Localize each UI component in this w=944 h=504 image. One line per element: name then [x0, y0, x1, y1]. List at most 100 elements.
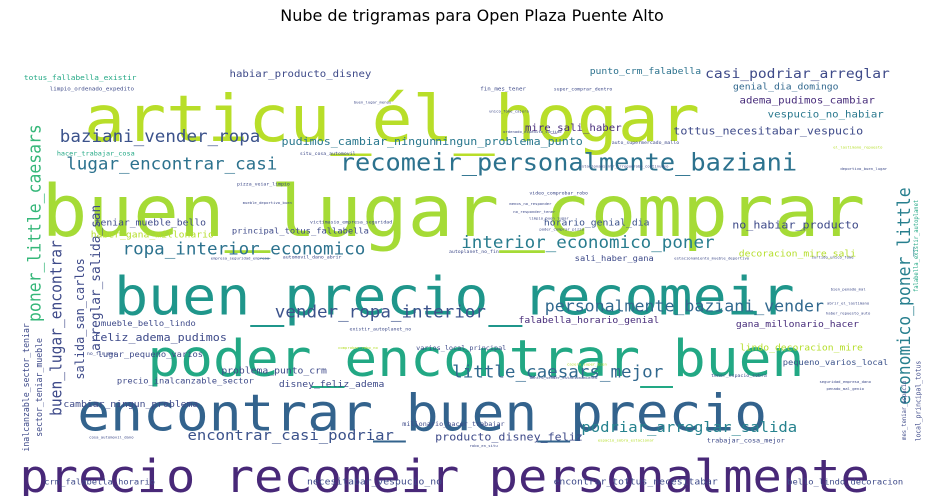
word-cloud-term: auto_supermercado_mallo	[612, 140, 680, 146]
word-cloud-term: buen_lugar_comprar	[42, 171, 866, 253]
word-cloud-term: totus_fallabella_existir	[24, 73, 137, 82]
word-cloud-term: pudimos_cambiar_ningun	[282, 134, 437, 148]
word-cloud-term: falabella_horario_genial	[519, 315, 660, 326]
word-cloud-term: horario_genial_dia	[544, 218, 650, 229]
word-cloud-term: penado_mal_genio	[826, 387, 864, 391]
word-cloud-term: varios_local_principal	[416, 344, 506, 352]
word-cloud-term: no_habiar_producto	[732, 218, 859, 232]
word-cloud-term: poder_comprar_pizza	[539, 228, 583, 232]
word-cloud-term: producto_disney_feliz	[435, 430, 583, 444]
word-cloud-term: haber_repuesto_auto	[826, 312, 871, 316]
word-cloud-term: menos_no_responder	[509, 202, 552, 206]
word-cloud-term: buen_precio_recomeir	[114, 265, 794, 327]
word-cloud-term: situ_cosa_automovil	[300, 151, 356, 157]
word-cloud-term: articu_él_hogar	[84, 82, 700, 156]
word-cloud-term: personalmente_baziani_vender	[545, 297, 825, 315]
word-cloud-term: poder_encontrar_buen	[147, 330, 804, 389]
word-cloud-term: estacionamientr_irreguorobo_continuaso	[580, 165, 670, 169]
word-cloud-term: no_responder_tener	[513, 210, 556, 214]
word-cloud-term: bien_penado_mal	[831, 288, 866, 292]
word-cloud-term: comprobar_robo_no	[338, 346, 379, 350]
word-cloud-term: precio_inalcanzable_sector	[117, 377, 254, 387]
word-cloud-term: haber_gana_millonario	[91, 230, 214, 241]
word-cloud-term: baziani_vender_ropa	[60, 128, 261, 147]
word-cloud-term: deportivo_buen_lugar	[840, 167, 888, 171]
word-cloud-term: crm_falabella_horario	[44, 478, 155, 488]
word-cloud-term: necesitabar_vespucio_no	[307, 477, 442, 488]
word-cloud-term: decoracion_mire_sali	[739, 249, 857, 260]
word-cloud: buen_lugar_comprar articu_él_hogar precio_…	[10, 36, 930, 496]
word-cloud-term: encontrar_buen_precio	[77, 384, 767, 443]
word-cloud-term: buen_lugar_menos	[354, 101, 391, 105]
word-cloud-term: abrir_el_lastimano	[827, 301, 870, 305]
word-cloud-canvas: buen_lugar_comprar articu_él_hogar precio_…	[19, 66, 922, 496]
word-cloud-term: victimasio_empresa_seguridad	[310, 220, 392, 226]
word-cloud-term: estacionamiento_mueble_deportivo	[674, 257, 750, 261]
word-cloud-term: casi_podriar_arreglar	[705, 67, 890, 82]
word-cloud-term: gana_millonario_hacer	[736, 319, 859, 330]
word-cloud-term: unico_fome_cajera	[489, 110, 529, 114]
word-cloud-term: existir_autoplanet_no	[350, 327, 412, 333]
word-cloud-term: mueble_bello_lindo	[101, 319, 196, 329]
word-cloud-term: adema_pudimos_cambiar	[740, 95, 875, 107]
word-cloud-term: el_lastimano_repuesto	[833, 145, 883, 149]
word-cloud-term: salida_san_carlos	[72, 258, 86, 379]
word-cloud-term: teniar_mueble_bello	[95, 218, 207, 229]
word-cloud-term: cambiar_ningun_problema	[63, 399, 198, 410]
word-cloud-term: no_fin_mes	[87, 351, 116, 357]
word-cloud-term: automovil_dano_abrir	[283, 254, 342, 260]
chart-title: Nube de trigramas para Open Plaza Puente…	[280, 6, 664, 25]
word-cloud-term: fin_mes_tener	[480, 87, 526, 93]
word-cloud-term: super_comprar_dentro	[554, 87, 613, 93]
word-cloud-term: tener_espacio_sobra	[711, 373, 767, 379]
word-cloud-term: limpio_ordenado_expedito	[50, 87, 135, 93]
word-cloud-term: cosa_automovil_dano	[89, 436, 134, 440]
word-cloud-term: poner_little_caesars	[25, 124, 46, 322]
word-cloud-term: bello_lindo_decoracion	[787, 478, 903, 488]
word-cloud-term: little_caesars_mejor	[452, 363, 663, 382]
word-cloud-term: video_comprobar_robo	[529, 191, 588, 197]
word-cloud-term: autoplanet_no_fin	[449, 249, 499, 255]
word-cloud-term: inalcanzable_sector_teniar	[22, 323, 32, 451]
word-cloud-term: ropa_interior_economico	[123, 240, 366, 259]
word-cloud-term: mueble_deportivo_buen	[243, 201, 292, 205]
word-cloud-term: economico_poner_little	[894, 187, 915, 404]
word-cloud-term: hacer_trabajar_cosa	[57, 150, 135, 158]
word-cloud-term: pizza_veiar_limpio	[237, 181, 290, 187]
word-cloud-term: cajera_super_bien	[567, 363, 607, 367]
word-cloud-term: robo_en_situ	[470, 444, 498, 448]
word-cloud-term: surtido_unico_fome	[811, 256, 854, 260]
word-cloud-term: seguridad_empresa_dano	[819, 380, 871, 384]
word-cloud-term: punto_crm_falabella	[590, 66, 701, 77]
word-cloud-term: ordenado_expedito_surtido	[503, 130, 562, 134]
word-cloud-term: problema_punto_crm	[221, 366, 327, 377]
word-cloud-term: limpio_buen_lugar	[529, 217, 570, 221]
word-cloud-term: trabajar_cosa_mejor	[707, 436, 785, 444]
word-cloud-term: precio_recomeir_personalmente	[19, 451, 869, 496]
word-cloud-term: encontrar_tottus_necesitabar	[554, 477, 719, 488]
word-cloud-term: genial_dia_domingo	[733, 82, 839, 93]
word-cloud-term: feliz_adema_pudimos	[93, 330, 227, 344]
word-cloud-term: recomeir_personalmente_baziani	[340, 148, 797, 176]
word-cloud-term: encontrar_casi_podriar	[187, 427, 393, 444]
word-cloud-term: lugar_pequeno_varios	[98, 350, 203, 360]
word-cloud-term: principal_totus_fallabella	[232, 227, 369, 237]
word-cloud-term: mes_teniar_espacio	[902, 380, 908, 440]
word-cloud-term: falabella_existir_autoplanet	[914, 200, 920, 292]
word-cloud-term: millonario_hacer_trabajar	[402, 420, 504, 428]
word-cloud-term: lindo_decoracion_mire	[740, 343, 863, 354]
word-cloud-term: dentro_vender_estacionamiento	[530, 376, 599, 380]
word-cloud-term: pequeno_varios_local	[783, 358, 888, 368]
word-cloud-term: interior_economico_poner	[461, 234, 714, 253]
word-cloud-term: arreglar_salida_san	[89, 205, 104, 351]
word-cloud-term: local_principal_totus	[914, 361, 922, 442]
word-cloud-term: espacio_sobra_estacionar	[598, 438, 655, 442]
word-cloud-term: sali_haber_gana	[575, 254, 654, 264]
word-cloud-term: habiar_producto_disney	[229, 69, 371, 81]
word-cloud-term: mire_sali_haber	[525, 122, 622, 134]
word-cloud-term: tottus_necesitabar_vespucio	[673, 124, 863, 138]
word-cloud-term: empresa_seguridad_empresa	[211, 257, 270, 261]
word-cloud-term: vespucio_no_habiar	[768, 109, 884, 121]
word-cloud-term: buen_lugar_encontrar	[47, 240, 66, 416]
word-cloud-term: podriar_arreglar_salida	[581, 418, 797, 435]
